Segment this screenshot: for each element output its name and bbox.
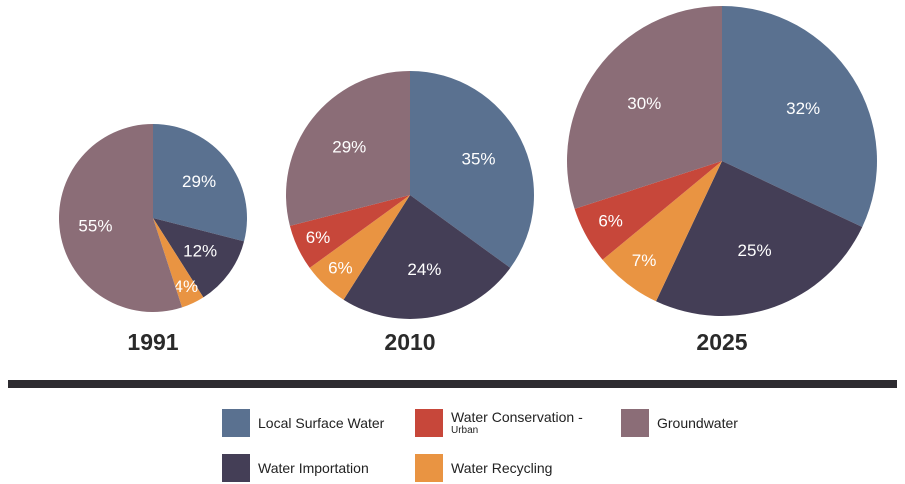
- pie-label-2025-groundwater: 30%: [627, 94, 661, 113]
- pie-slice-2010-water-recycling: [309, 195, 410, 300]
- legend-label: Water Conservation - Urban: [451, 409, 583, 436]
- pie-slice-2010-water-conservation-urban: [289, 195, 410, 268]
- legend-swatch: [415, 409, 443, 437]
- legend-item-water-importation: Water Importation: [222, 454, 369, 482]
- legend-label: Water Importation: [258, 460, 369, 476]
- legend-item-groundwater: Groundwater: [621, 409, 738, 437]
- pie-label-2010-water-importation: 24%: [407, 260, 441, 279]
- legend-swatch: [222, 409, 250, 437]
- divider: [8, 380, 897, 388]
- pie-slice-2025-water-conservation-urban: [574, 161, 722, 260]
- pie-slice-1991-local-surface-water: [153, 124, 247, 242]
- pie-label-1991-water-importation: 12%: [183, 242, 217, 261]
- legend-label-main: Water Conservation -: [451, 409, 583, 425]
- pie-label-1991-water-recycling: 4%: [174, 277, 199, 296]
- pie-charts: 29% 12% 4% 55% 1991 35% 24% 6% 6% 29% 2010 32% 25% 7%…: [59, 6, 877, 355]
- pie-label-2010-water-conservation-urban: 6%: [306, 228, 331, 247]
- legend-item-water-conservation-urban: Water Conservation - Urban: [415, 409, 583, 437]
- pie-slice-2025-water-importation: [656, 161, 863, 316]
- pie-slice-2025-groundwater: [567, 6, 722, 209]
- pie-slice-2025-water-recycling: [602, 161, 722, 302]
- legend-swatch: [222, 454, 250, 482]
- pie-slice-1991-water-recycling: [153, 218, 204, 308]
- pie-label-2010-water-recycling: 6%: [328, 259, 353, 278]
- legend-item-water-recycling: Water Recycling: [415, 454, 552, 482]
- pie-slice-1991-water-importation: [153, 218, 245, 298]
- pie-slice-2010-groundwater: [286, 71, 410, 226]
- pie-label-2010-groundwater: 29%: [332, 137, 366, 156]
- legend-item-local-surface-water: Local Surface Water: [222, 409, 384, 437]
- pie-label-2025-water-conservation-urban: 6%: [598, 212, 623, 231]
- pie-slice-1991-groundwater: [59, 124, 183, 312]
- legend-label-sub: Urban: [451, 425, 479, 436]
- pie-label-2025-water-importation: 25%: [738, 241, 772, 260]
- pie-slice-2010-water-importation: [343, 195, 511, 319]
- pie-label-1991-groundwater: 55%: [78, 217, 112, 236]
- pie-label-2025-local-surface-water: 32%: [786, 99, 820, 118]
- legend-swatch: [415, 454, 443, 482]
- year-label-1991: 1991: [127, 329, 178, 355]
- pie-slice-2025-local-surface-water: [722, 6, 877, 227]
- legend-swatch: [621, 409, 649, 437]
- legend-label: Water Recycling: [451, 460, 553, 476]
- year-label-2025: 2025: [696, 329, 747, 355]
- pie-slice-2010-local-surface-water: [410, 71, 534, 268]
- pie-label-1991-local-surface-water: 29%: [182, 172, 216, 191]
- pie-label-2025-water-recycling: 7%: [632, 251, 657, 270]
- legend-label: Local Surface Water: [258, 415, 385, 431]
- pie-label-2010-local-surface-water: 35%: [461, 150, 495, 169]
- legend-label: Groundwater: [657, 415, 738, 431]
- year-label-2010: 2010: [384, 329, 435, 355]
